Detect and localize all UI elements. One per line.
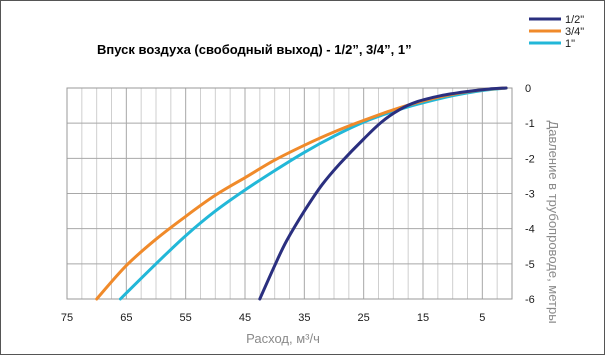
y-tick-label: -1 [525, 118, 535, 130]
y-axis-label: Давление в трубопроводе, метры [546, 120, 561, 323]
series-line-1-2- [258, 86, 508, 301]
series-line-1- [118, 86, 508, 301]
x-tick-labels: 75 65 55 45 35 25 15 5 [61, 312, 486, 324]
y-tick-label: -5 [525, 259, 535, 271]
legend-label: 1" [565, 38, 575, 50]
x-axis-label: Расход, м³/ч [246, 331, 320, 346]
y-tick-label: -3 [525, 189, 535, 201]
plot-frame [66, 87, 513, 300]
y-tick-label: -2 [525, 153, 535, 165]
grid [66, 87, 513, 300]
x-tick-label: 5 [479, 312, 485, 324]
x-tick-label: 65 [120, 312, 132, 324]
x-tick-label: 35 [298, 312, 310, 324]
y-tick-label: -4 [525, 224, 535, 236]
series-lines [95, 86, 508, 301]
legend: 1/2"3/4"1" [529, 14, 584, 50]
y-tick-labels: 0 -1 -2 -3 -4 -5 -6 [525, 83, 535, 306]
chart-title: Впуск воздуха (свободный выход) - 1/2”, … [97, 42, 412, 57]
y-tick-label: -6 [525, 294, 535, 306]
legend-label: 3/4" [565, 26, 584, 38]
legend-label: 1/2" [565, 14, 584, 26]
x-tick-label: 25 [358, 312, 370, 324]
x-tick-label: 15 [417, 312, 429, 324]
x-tick-label: 75 [61, 312, 73, 324]
x-tick-label: 55 [180, 312, 192, 324]
y-tick-label: 0 [525, 83, 531, 95]
x-tick-label: 45 [239, 312, 251, 324]
